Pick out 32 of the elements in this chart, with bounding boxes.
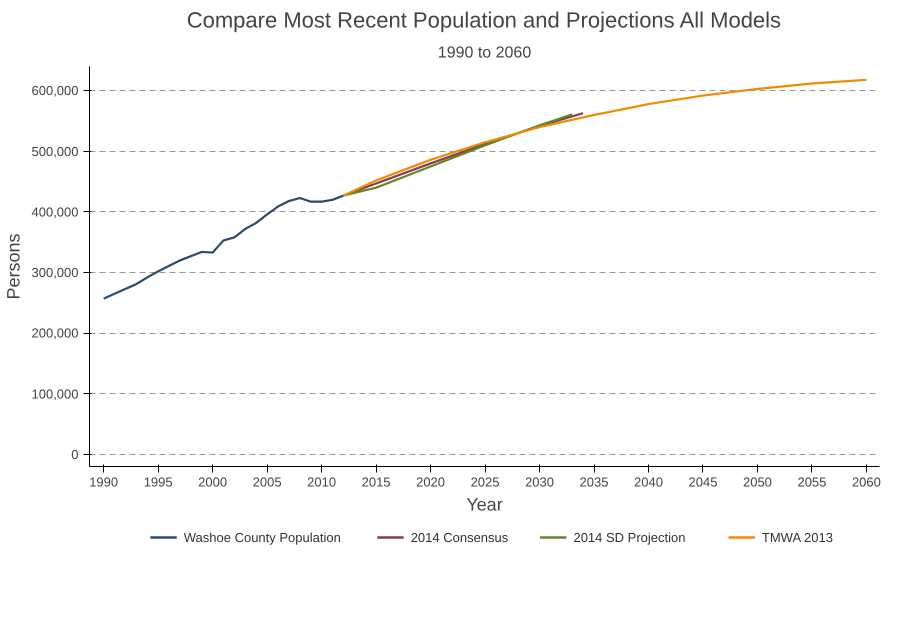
y-tick-label: 500,000 — [32, 144, 79, 159]
x-tick-label: 2055 — [797, 474, 826, 490]
x-tick-label: 2005 — [252, 474, 282, 490]
x-tick-label: 1995 — [144, 474, 173, 490]
x-tick-label: 2040 — [634, 474, 663, 490]
x-tick-label: 2025 — [470, 474, 500, 490]
y-tick-label: 0 — [71, 446, 79, 462]
x-tick-label: 2010 — [307, 474, 336, 490]
x-tick-label: 2020 — [416, 474, 446, 490]
y-axis-title: Persons — [4, 233, 24, 300]
x-tick-label: 2030 — [525, 474, 554, 490]
y-tick-label: 300,000 — [32, 265, 79, 280]
y-tick-label: 200,000 — [32, 326, 79, 341]
line-series — [102, 194, 344, 300]
legend-label: TMWA 2013 — [762, 530, 833, 545]
x-tick-label: 2015 — [362, 474, 391, 490]
x-tick-label: 1990 — [89, 474, 118, 490]
y-tick-label: 600,000 — [32, 83, 79, 98]
legend-label: Washoe County Population — [184, 530, 341, 545]
y-tick-label: 400,000 — [32, 204, 79, 220]
line-series — [342, 78, 868, 197]
x-tick-label: 2050 — [743, 474, 772, 490]
x-tick-label: 2060 — [852, 474, 881, 490]
y-tick-label: 100,000 — [32, 386, 79, 402]
x-tick-label: 2000 — [198, 474, 228, 490]
legend-label: 2014 SD Projection — [573, 530, 686, 545]
x-tick-label: 2045 — [688, 474, 718, 490]
x-tick-label: 2035 — [580, 474, 608, 490]
chart-title: Compare Most Recent Population and Projections All Models — [186, 8, 782, 32]
x-axis-title: Year — [466, 494, 503, 514]
legend-label: 2014 Consensus — [410, 530, 509, 545]
chart-subtitle: 1990 to 2060 — [438, 44, 532, 62]
